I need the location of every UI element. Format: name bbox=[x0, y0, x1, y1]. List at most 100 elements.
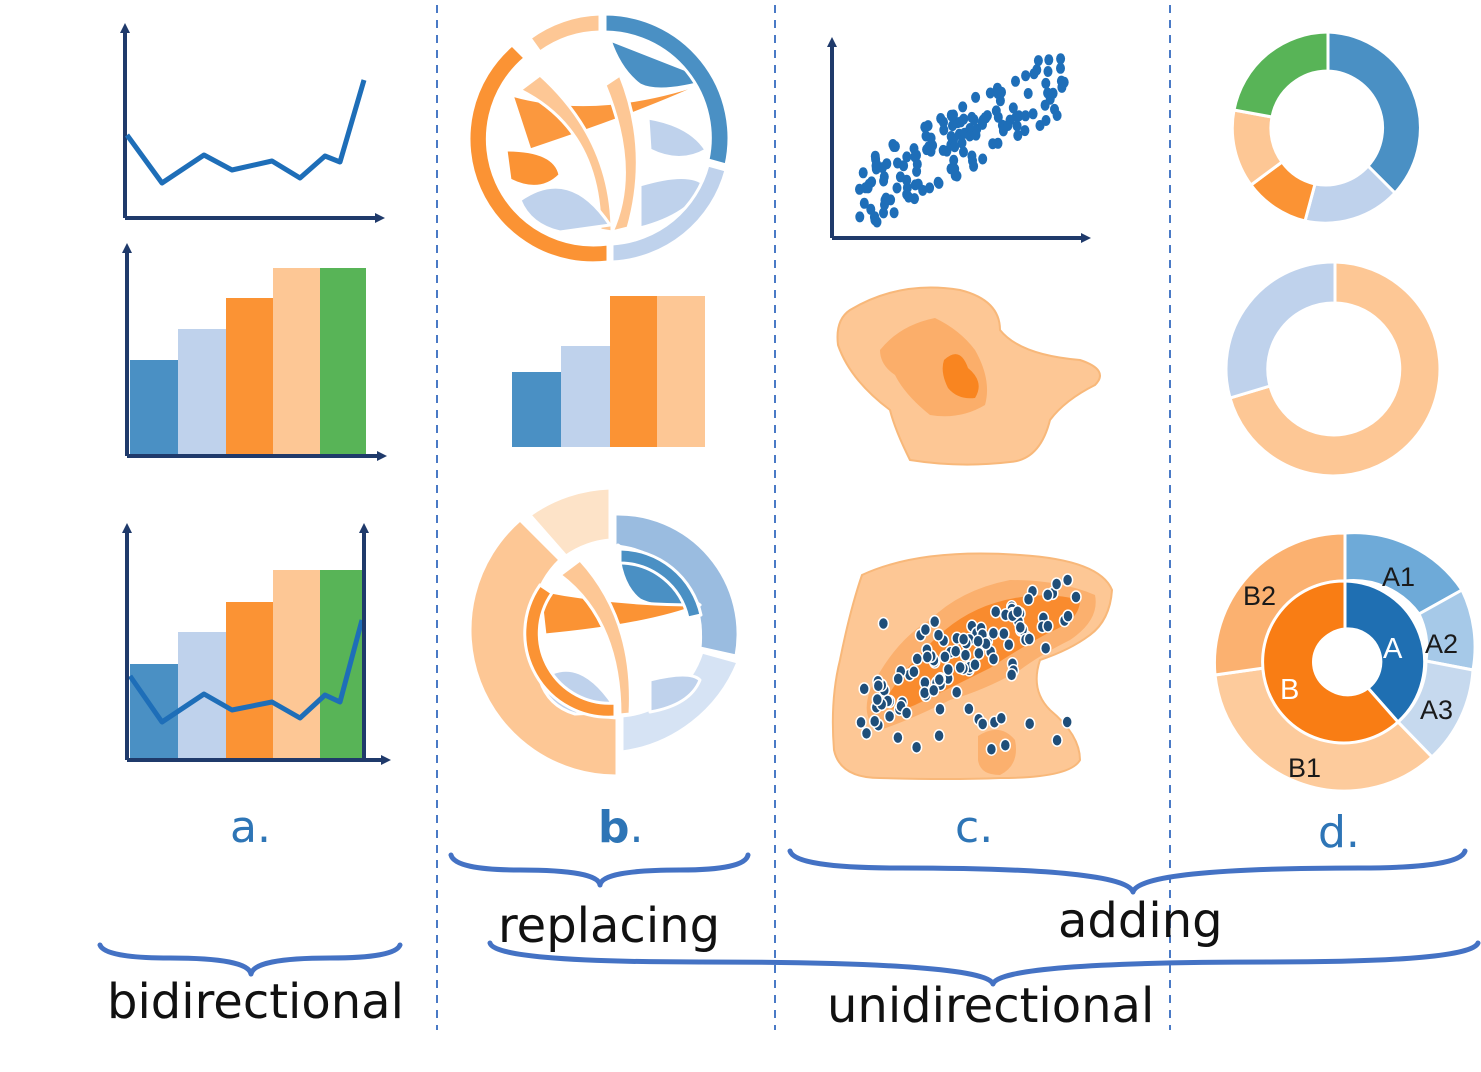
scatter-points bbox=[855, 53, 1069, 228]
scatter-point bbox=[1022, 592, 1035, 607]
sunburst-label-a1: A1 bbox=[1382, 562, 1415, 592]
scatter-point bbox=[936, 113, 946, 124]
scatter-point bbox=[860, 726, 873, 741]
scatter-point bbox=[1050, 103, 1059, 115]
scatter-point bbox=[1042, 619, 1054, 633]
sunburst-label-b: B bbox=[1280, 674, 1299, 706]
scatter-point bbox=[912, 165, 922, 177]
scatter-point bbox=[1003, 638, 1015, 652]
panel-d-label: d. bbox=[1318, 807, 1360, 858]
scatter-point bbox=[902, 151, 912, 163]
scatter-point bbox=[969, 160, 979, 172]
scatter-point bbox=[892, 672, 904, 686]
scatter-point bbox=[1043, 66, 1053, 77]
scatter-point bbox=[1008, 102, 1018, 114]
panel-b-label-dot: . bbox=[630, 802, 644, 853]
bar-1 bbox=[512, 372, 561, 447]
scatter-point bbox=[861, 182, 870, 194]
panel-b-bar-chart bbox=[512, 296, 705, 447]
scatter-point bbox=[900, 706, 913, 720]
scatter-point bbox=[932, 628, 945, 642]
scatter-point bbox=[1057, 81, 1067, 93]
scatter-point bbox=[866, 203, 876, 215]
scatter-point bbox=[978, 153, 988, 165]
scatter-point bbox=[1011, 75, 1020, 87]
bar-5 bbox=[320, 268, 366, 456]
scatter-point bbox=[1021, 70, 1031, 82]
scatter-point bbox=[942, 662, 955, 677]
scatter-point bbox=[927, 683, 940, 698]
scatter-point bbox=[982, 110, 992, 122]
scatter-point bbox=[879, 171, 889, 183]
bar-1 bbox=[130, 360, 178, 456]
scatter-point bbox=[859, 197, 869, 209]
scatter-point bbox=[888, 139, 898, 150]
scatter-point bbox=[1056, 53, 1066, 65]
scatter-point bbox=[871, 692, 884, 707]
scatter-point bbox=[858, 682, 870, 696]
scatter-point bbox=[1021, 110, 1030, 122]
scatter-point bbox=[946, 131, 956, 142]
label-bidirectional: bidirectional bbox=[107, 974, 404, 1030]
scatter-point bbox=[924, 141, 934, 153]
scatter-point bbox=[976, 717, 989, 731]
scatter-point bbox=[1020, 125, 1030, 137]
panel-d: A B A1 A2 A3 B1 B2 d. bbox=[1212, 30, 1477, 858]
panel-a-bar-chart bbox=[122, 243, 387, 461]
scatter-point bbox=[939, 124, 949, 136]
panel-a-label: a. bbox=[230, 802, 271, 853]
scatter-point bbox=[1062, 609, 1074, 623]
scatter-point bbox=[902, 174, 912, 186]
scatter-point bbox=[995, 711, 1008, 725]
scatter-point bbox=[919, 622, 932, 637]
scatter-point bbox=[985, 742, 998, 756]
column-dividers bbox=[436, 5, 1171, 1030]
scatter-point bbox=[893, 157, 902, 169]
scatter-point bbox=[1050, 577, 1063, 591]
scatter-point bbox=[948, 163, 958, 175]
scatter-point bbox=[957, 632, 970, 647]
scatter-point bbox=[959, 146, 968, 158]
scatter-point bbox=[947, 110, 956, 122]
scatter-point bbox=[910, 740, 923, 754]
scatter-point bbox=[1061, 573, 1074, 587]
scatter-point bbox=[910, 193, 919, 205]
line-series bbox=[127, 619, 365, 725]
scatter-point bbox=[892, 730, 904, 745]
outer-arc-light-blue bbox=[610, 163, 728, 264]
outer-arc-light-orange bbox=[528, 12, 602, 54]
donut-slice-light-blue bbox=[1224, 260, 1337, 400]
scatter-point bbox=[1056, 62, 1065, 74]
sunburst-center-hole bbox=[1312, 629, 1378, 695]
scatter-point bbox=[956, 116, 966, 128]
outer-arc-blue bbox=[603, 12, 731, 167]
scatter-point bbox=[933, 729, 945, 743]
scatter-point bbox=[921, 130, 931, 142]
bar-4 bbox=[273, 268, 320, 456]
scatter-point bbox=[1044, 54, 1054, 66]
scatter-point bbox=[938, 144, 948, 156]
scatter-point bbox=[858, 167, 868, 179]
scatter-point bbox=[1029, 68, 1039, 80]
scatter-point bbox=[967, 111, 977, 123]
panel-c: c. bbox=[827, 37, 1114, 853]
scatter-point bbox=[925, 182, 935, 194]
panel-a-combined-chart bbox=[122, 523, 391, 765]
scatter-point bbox=[855, 715, 867, 730]
label-unidirectional: unidirectional bbox=[827, 978, 1154, 1034]
panel-d-donut-middle bbox=[1224, 260, 1442, 478]
label-replacing: replacing bbox=[498, 898, 720, 954]
scatter-point bbox=[969, 657, 981, 672]
scatter-point bbox=[883, 709, 896, 724]
panel-c-scatter bbox=[827, 37, 1091, 243]
scatter-point bbox=[908, 665, 920, 679]
scatter-point bbox=[1041, 77, 1051, 89]
panel-d-sunburst bbox=[1212, 531, 1477, 793]
scatter-point bbox=[933, 672, 946, 687]
scatter-point bbox=[918, 686, 931, 700]
brace-unidirectional bbox=[487, 940, 1481, 987]
contour-inner bbox=[942, 354, 979, 399]
scatter-point bbox=[1028, 108, 1038, 120]
scatter-point bbox=[910, 179, 920, 191]
scatter-point bbox=[997, 86, 1006, 98]
